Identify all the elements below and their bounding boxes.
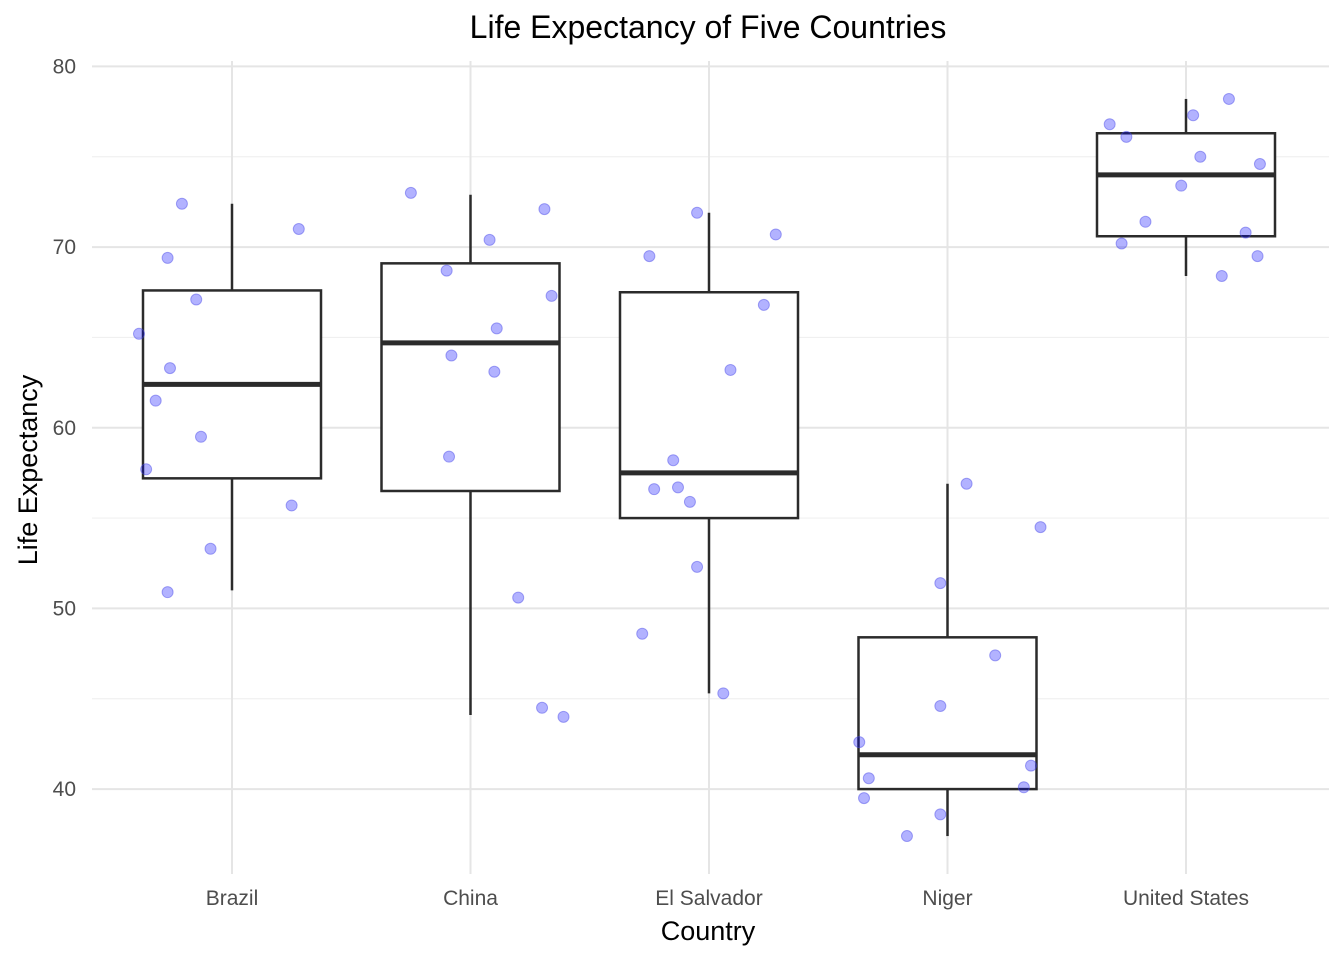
data-point bbox=[1239, 226, 1252, 239]
data-point bbox=[1215, 269, 1228, 282]
data-point bbox=[1251, 250, 1264, 263]
box-body bbox=[380, 262, 561, 493]
box-united-states bbox=[1095, 98, 1277, 276]
data-point bbox=[204, 542, 217, 555]
data-point bbox=[862, 772, 875, 785]
chart-title: Life Expectancy of Five Countries bbox=[470, 9, 947, 45]
data-point bbox=[1194, 150, 1207, 163]
data-point bbox=[683, 495, 696, 508]
x-tick-label: El Salvador bbox=[655, 887, 762, 910]
y-tick-label: 80 bbox=[53, 55, 76, 78]
data-point bbox=[190, 293, 203, 306]
box-china bbox=[380, 194, 561, 716]
box-brazil bbox=[141, 203, 323, 591]
box-body bbox=[618, 291, 800, 520]
box-niger bbox=[857, 483, 1038, 837]
data-point bbox=[643, 250, 656, 263]
box-body bbox=[1095, 132, 1277, 238]
data-point bbox=[1103, 118, 1116, 131]
data-point bbox=[1175, 179, 1188, 192]
data-point bbox=[404, 186, 417, 199]
data-point bbox=[671, 481, 684, 494]
data-point bbox=[161, 251, 174, 264]
data-point bbox=[140, 463, 153, 476]
data-point bbox=[490, 322, 503, 335]
data-point bbox=[691, 560, 704, 573]
data-point bbox=[1120, 130, 1133, 143]
data-point bbox=[724, 363, 737, 376]
data-point bbox=[1139, 215, 1152, 228]
data-point bbox=[292, 223, 305, 236]
data-point bbox=[900, 830, 913, 843]
y-tick-label: 40 bbox=[53, 778, 76, 801]
data-point bbox=[1024, 759, 1037, 772]
y-tick-label: 50 bbox=[53, 597, 76, 620]
data-point bbox=[636, 627, 649, 640]
data-point bbox=[934, 577, 947, 590]
data-point bbox=[194, 430, 207, 443]
data-point bbox=[648, 483, 661, 496]
points bbox=[132, 92, 1266, 843]
data-point bbox=[769, 228, 782, 241]
box-body bbox=[857, 636, 1038, 791]
x-tick-label: Niger bbox=[922, 887, 972, 910]
data-point bbox=[717, 687, 730, 700]
data-point bbox=[1115, 237, 1128, 250]
y-tick-label: 70 bbox=[53, 236, 76, 259]
data-point bbox=[934, 699, 947, 712]
x-tick-label: United States bbox=[1123, 887, 1249, 910]
y-axis-title: Life Expectancy bbox=[13, 374, 43, 565]
data-point bbox=[443, 450, 456, 463]
data-point bbox=[1253, 157, 1266, 170]
data-point bbox=[285, 499, 298, 512]
data-point bbox=[853, 736, 866, 749]
data-point bbox=[161, 586, 174, 599]
data-point bbox=[445, 349, 458, 362]
data-point bbox=[149, 394, 162, 407]
data-point bbox=[483, 233, 496, 246]
x-axis-title: Country bbox=[661, 916, 756, 946]
data-point bbox=[175, 197, 188, 210]
x-tick-label: China bbox=[443, 887, 498, 910]
ticks: 40 50 60 70 80 Brazil China El Salvador Niger Uni… bbox=[53, 55, 1249, 910]
data-point bbox=[667, 454, 680, 467]
data-point bbox=[538, 203, 551, 216]
data-point bbox=[1017, 781, 1030, 794]
data-point bbox=[512, 591, 525, 604]
x-tick-label: Brazil bbox=[206, 887, 259, 910]
data-point bbox=[132, 327, 145, 340]
data-point bbox=[960, 477, 973, 490]
data-point bbox=[691, 206, 704, 219]
data-point bbox=[440, 264, 453, 277]
y-tick-label: 60 bbox=[53, 417, 76, 440]
data-point bbox=[757, 298, 770, 311]
data-point bbox=[488, 365, 501, 378]
data-point bbox=[1034, 521, 1047, 534]
data-point bbox=[545, 289, 558, 302]
data-point bbox=[163, 362, 176, 375]
data-point bbox=[536, 701, 549, 714]
data-point bbox=[1222, 92, 1235, 105]
data-point bbox=[557, 710, 570, 723]
data-point bbox=[858, 792, 871, 805]
data-point bbox=[1187, 109, 1200, 122]
data-point bbox=[934, 808, 947, 821]
box-el-salvador bbox=[618, 212, 800, 694]
boxes bbox=[141, 98, 1277, 837]
data-point bbox=[989, 649, 1002, 662]
